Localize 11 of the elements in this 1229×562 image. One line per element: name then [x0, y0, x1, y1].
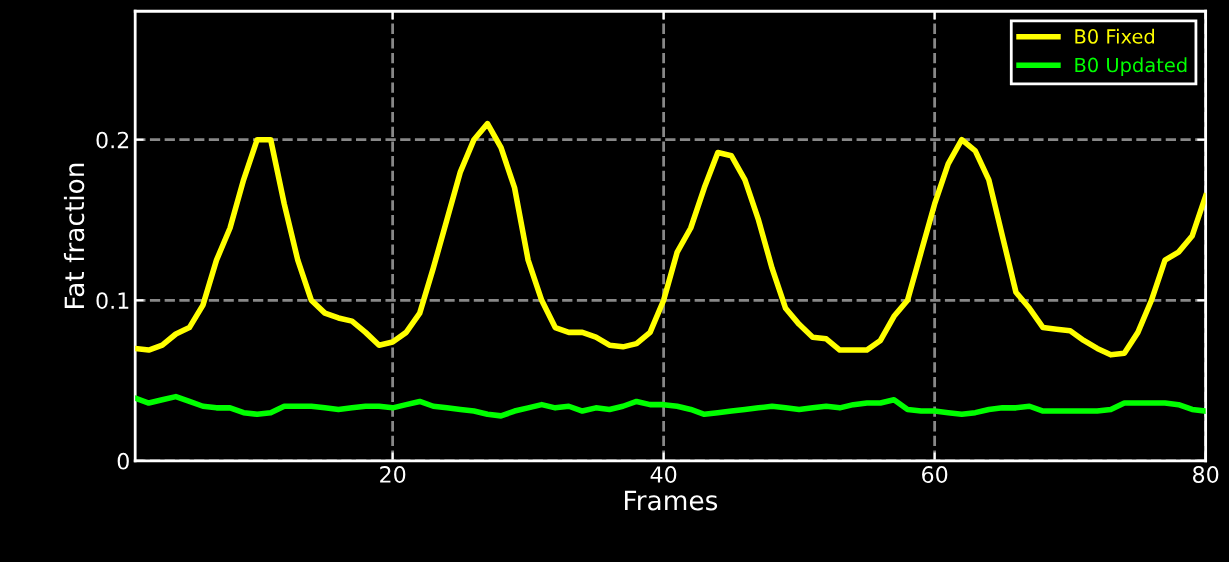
legend-label: B0 Fixed	[1075, 28, 1154, 44]
y-tick-label: 0.1	[96, 292, 129, 310]
x-tick-label: 20	[380, 466, 406, 483]
y-tick-label: 0.2	[96, 131, 129, 149]
x-tick-label: 60	[922, 466, 948, 483]
x-tick-label: 80	[1193, 466, 1219, 483]
y-axis-title: Fat fraction	[63, 163, 85, 308]
x-axis-title: Frames	[625, 490, 718, 511]
x-tick-label: 40	[650, 466, 677, 483]
y-tick-label: 0	[117, 452, 129, 470]
legend-label: B0 Updated	[1075, 57, 1187, 77]
